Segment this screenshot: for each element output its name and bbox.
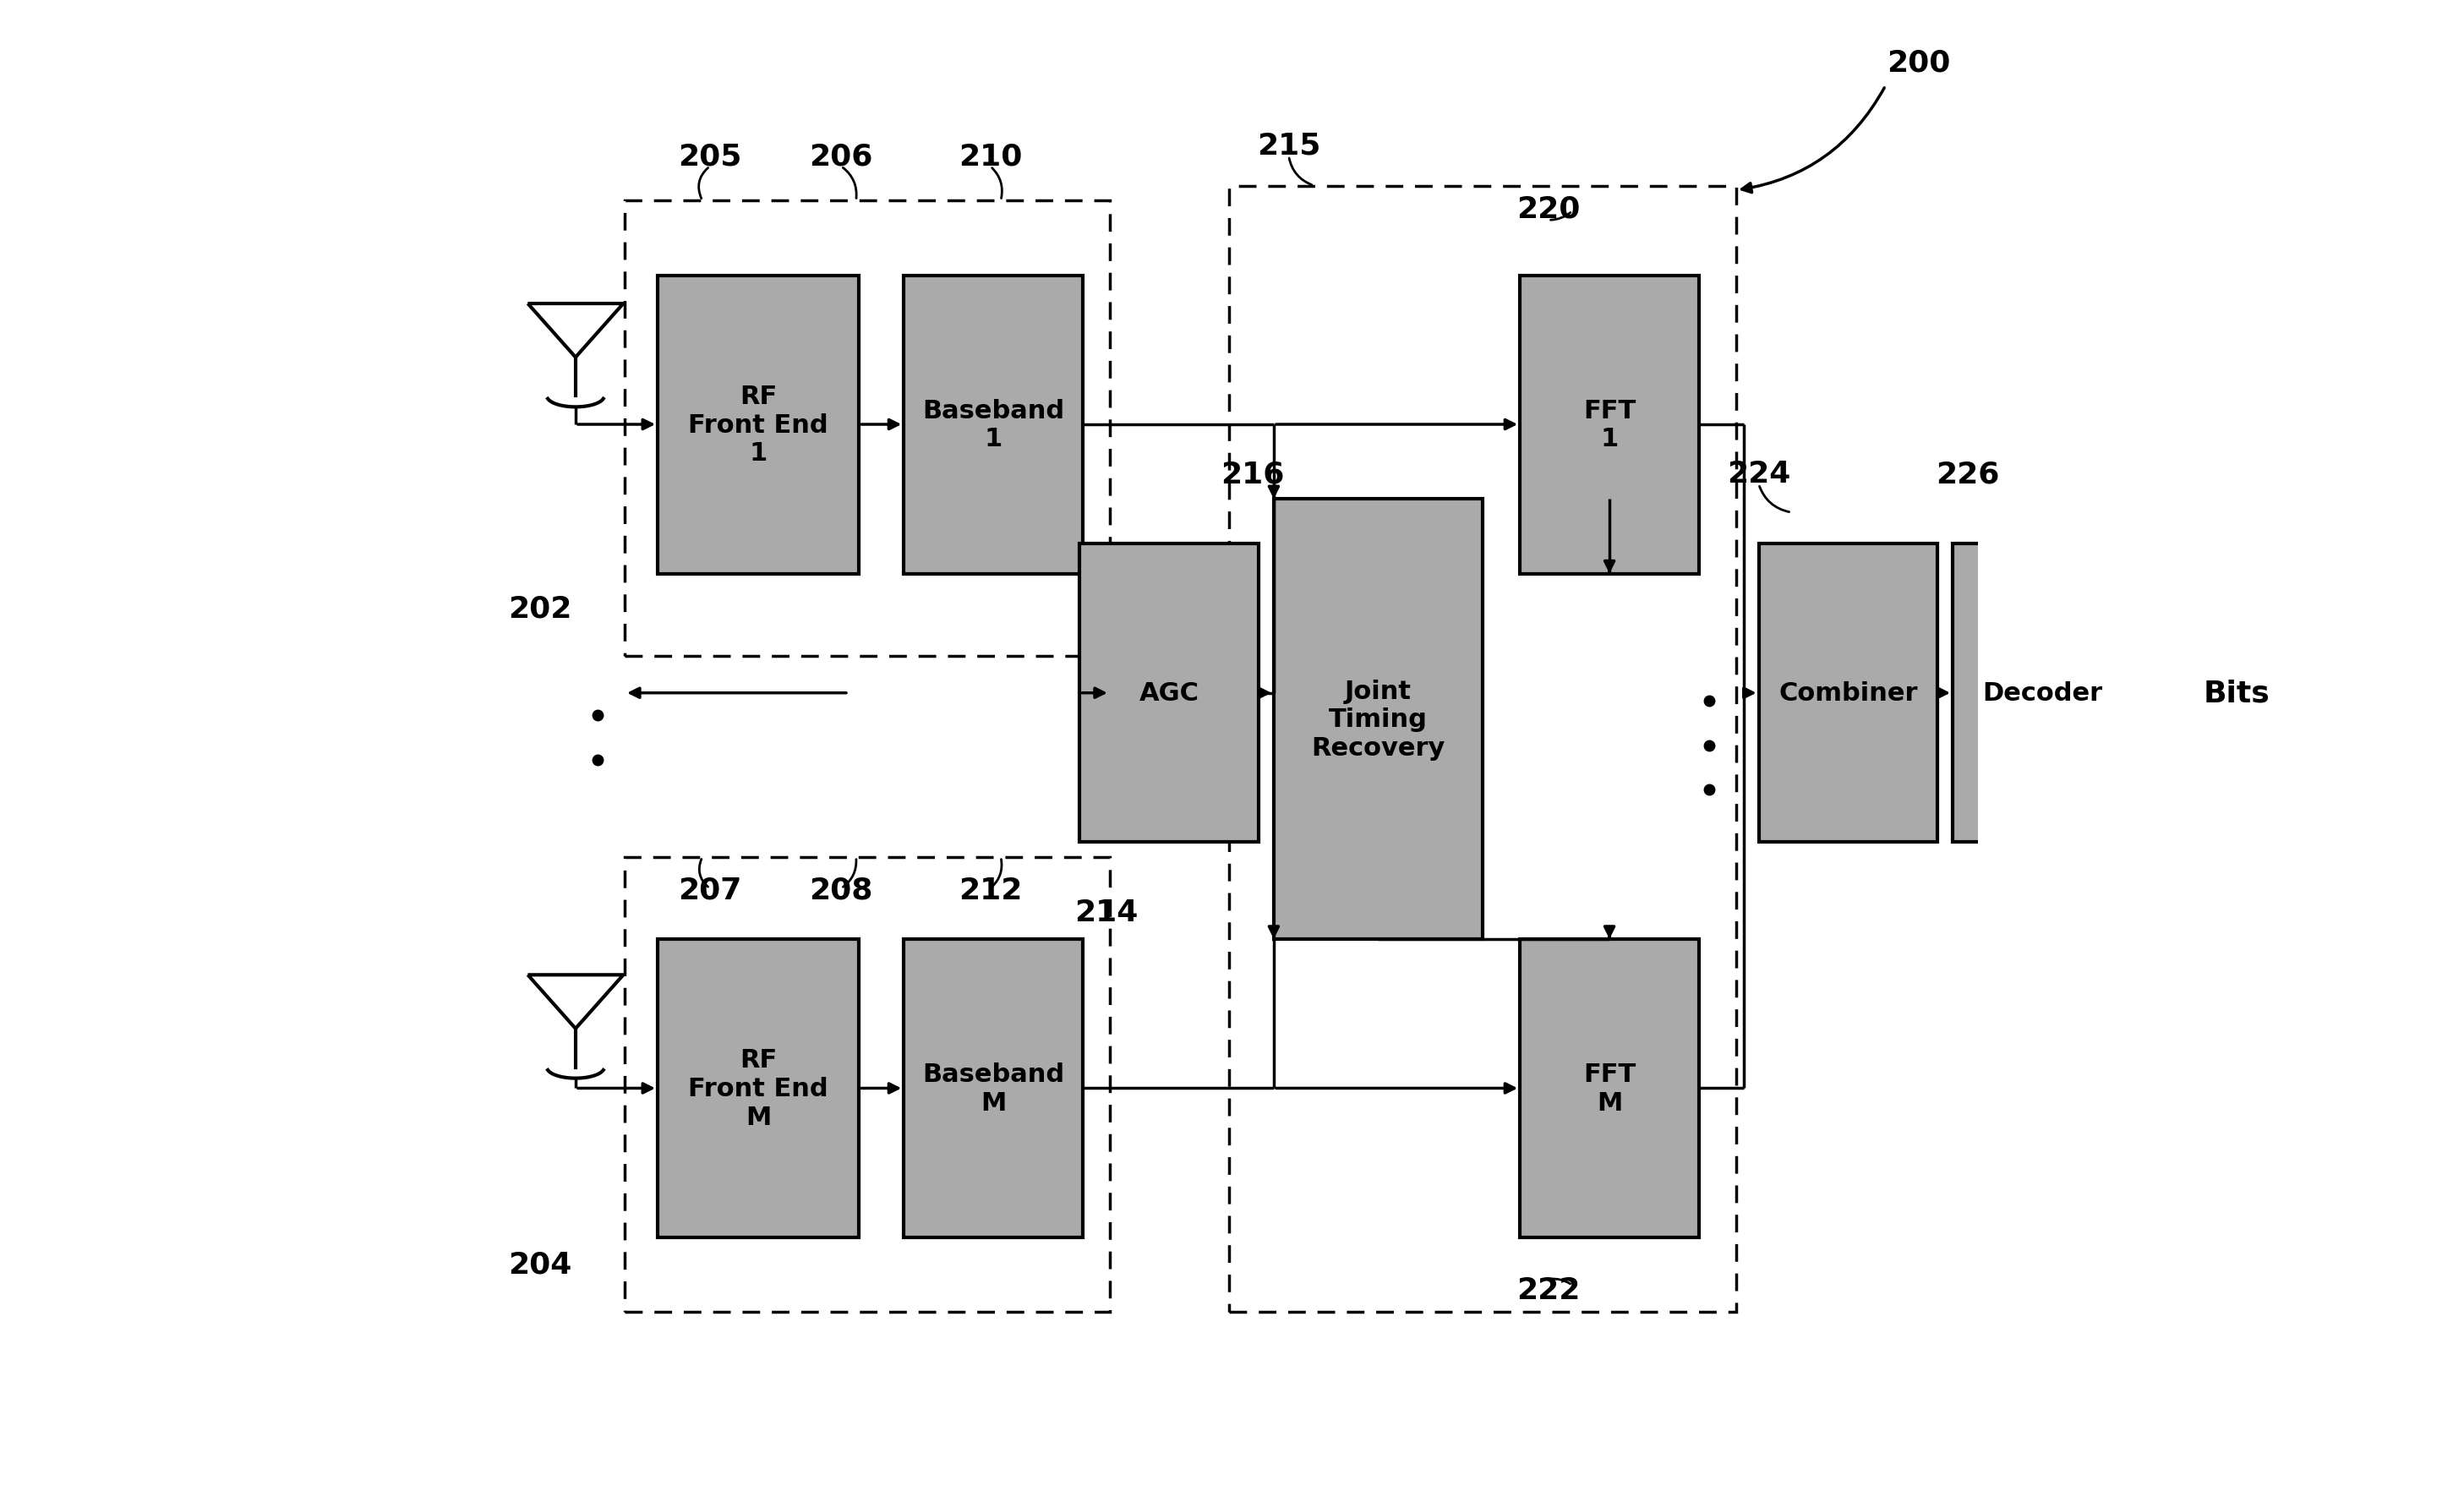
Text: 206: 206 (808, 142, 872, 171)
Bar (626, 857, 1109, 1312)
Text: 214: 214 (1074, 898, 1138, 927)
FancyBboxPatch shape (1520, 939, 1700, 1238)
Text: FFT
1: FFT 1 (1584, 398, 1636, 452)
Text: 222: 222 (1515, 1275, 1579, 1305)
Text: Decoder: Decoder (1981, 681, 2102, 705)
Text: 226: 226 (1937, 459, 1998, 489)
Text: 208: 208 (808, 875, 872, 905)
Text: Baseband
M: Baseband M (922, 1062, 1064, 1115)
Text: Joint
Timing
Recovery: Joint Timing Recovery (1311, 678, 1446, 760)
Text: 216: 216 (1222, 459, 1284, 489)
FancyBboxPatch shape (1079, 544, 1259, 842)
FancyBboxPatch shape (1520, 276, 1700, 574)
Text: 210: 210 (958, 142, 1023, 171)
Text: 202: 202 (508, 593, 572, 623)
FancyBboxPatch shape (658, 276, 860, 574)
FancyBboxPatch shape (1274, 499, 1483, 939)
FancyBboxPatch shape (658, 939, 860, 1238)
FancyBboxPatch shape (1759, 544, 1937, 842)
Text: 220: 220 (1515, 194, 1579, 224)
Text: FFT
M: FFT M (1584, 1062, 1636, 1115)
Text: AGC: AGC (1138, 681, 1200, 705)
Text: RF
Front End
M: RF Front End M (687, 1048, 828, 1129)
Text: 215: 215 (1257, 131, 1321, 161)
Bar (1230, 186, 1737, 1312)
Text: 207: 207 (678, 875, 742, 905)
Text: Baseband
1: Baseband 1 (922, 398, 1064, 452)
FancyBboxPatch shape (1951, 544, 2131, 842)
FancyBboxPatch shape (904, 939, 1082, 1238)
FancyBboxPatch shape (904, 276, 1082, 574)
Text: 212: 212 (958, 875, 1023, 905)
Text: 200: 200 (1887, 48, 1949, 78)
Text: 224: 224 (1727, 459, 1791, 489)
Bar (626, 201, 1109, 656)
Text: Combiner: Combiner (1779, 681, 1917, 705)
Text: Bits: Bits (2203, 678, 2269, 708)
Text: 205: 205 (678, 142, 742, 171)
Text: RF
Front End
1: RF Front End 1 (687, 385, 828, 465)
Text: 204: 204 (508, 1249, 572, 1279)
